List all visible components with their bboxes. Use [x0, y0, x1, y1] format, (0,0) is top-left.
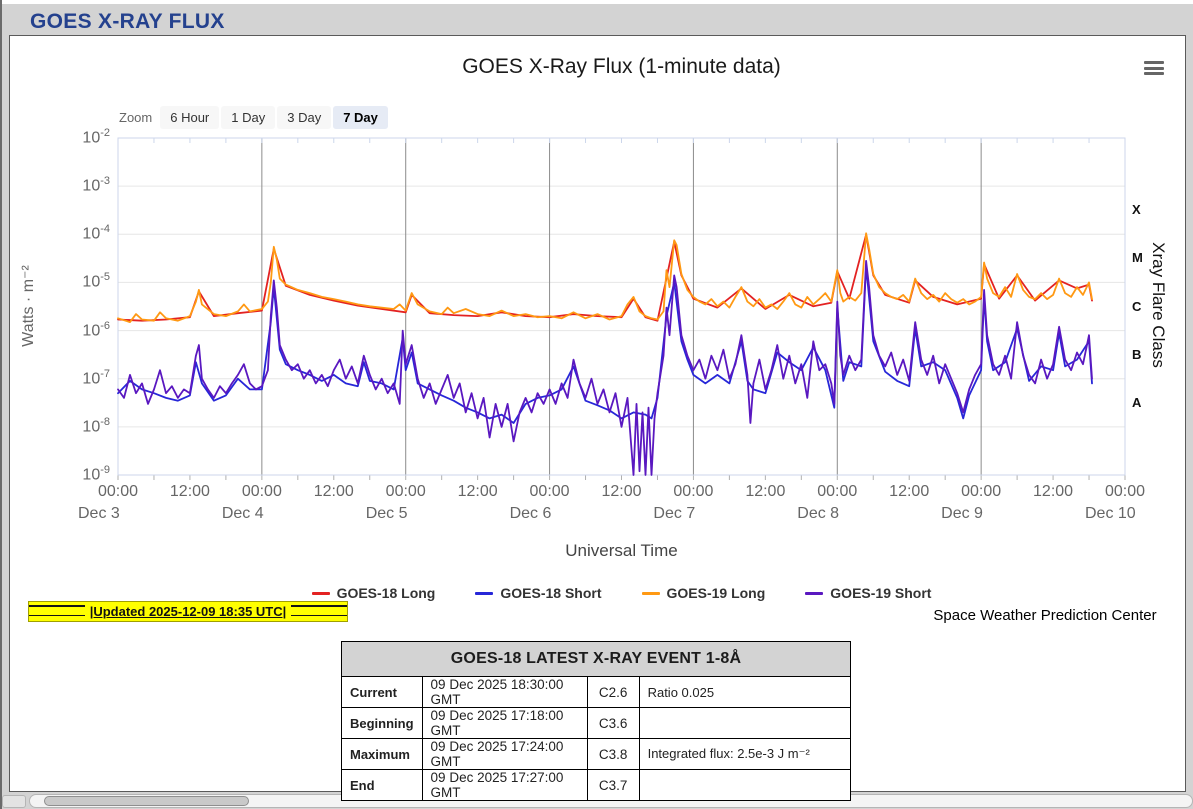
legend-item-goes-18-short[interactable]: GOES-18 Short: [475, 585, 602, 601]
table-row: End 09 Dec 2025 17:27:00 GMT C3.7: [341, 769, 852, 801]
chart-menu-hamburger-icon[interactable]: [1144, 61, 1164, 77]
table-row: Maximum 09 Dec 2025 17:24:00 GMT C3.8 In…: [341, 738, 852, 770]
y-tick-label: 10-5: [82, 271, 110, 291]
x-tick-time-label: 12:00: [169, 483, 210, 500]
latest-xray-event-table: GOES-18 LATEST X-RAY EVENT 1-8Å Current …: [341, 641, 852, 801]
page-title: GOES X-RAY FLUX: [30, 10, 225, 33]
legend-item-goes-18-long[interactable]: GOES-18 Long: [311, 585, 436, 601]
x-tick-date-label: Dec 5: [365, 505, 408, 522]
event-row-time: 09 Dec 2025 18:30:00 GMT: [421, 676, 588, 708]
flare-class-label: A: [1132, 394, 1142, 410]
flare-class-label: B: [1132, 346, 1142, 362]
x-tick-date-label: Dec 8: [797, 505, 840, 522]
series-goes-18-short: [117, 265, 1093, 424]
x-tick-date-label: Dec 6: [509, 505, 552, 522]
x-tick-date-label: Dec 7: [653, 505, 696, 522]
horizontal-scrollbar-thumb[interactable]: [44, 796, 249, 806]
y-tick-label: 10-3: [82, 175, 110, 195]
x-tick-time-label: 00:00: [529, 483, 570, 500]
zoom-button-1-day[interactable]: 1 Day: [221, 106, 276, 129]
x-tick-time-label: 12:00: [313, 483, 354, 500]
x-tick-date-label: Dec 4: [221, 505, 264, 522]
x-tick-date-label: Dec 3: [78, 505, 120, 522]
event-row-note: [638, 707, 852, 739]
x-tick-time-label: 12:00: [1033, 483, 1074, 500]
credit-text: Space Weather Prediction Center: [933, 607, 1157, 624]
event-row-class: C3.7: [586, 769, 640, 801]
zoom-range-selector: Zoom 6 Hour 1 Day 3 Day 7 Day: [119, 105, 390, 130]
legend-dash-icon: [805, 591, 824, 595]
event-row-note: Integrated flux: 2.5e-3 J m⁻²: [638, 738, 852, 770]
series-goes-19-long: [117, 232, 1093, 323]
flare-class-label: X: [1132, 202, 1141, 218]
scrollbar-corner: [2, 795, 26, 808]
flare-class-label: M: [1132, 250, 1143, 266]
legend-label: GOES-18 Long: [336, 585, 436, 601]
x-axis-title: Universal Time: [565, 541, 678, 560]
event-row-label: Beginning: [341, 707, 423, 739]
series-goes-19-short: [117, 260, 1093, 476]
x-tick-date-label: Dec 9: [941, 505, 983, 522]
event-row-note: [638, 769, 852, 801]
x-tick-time-label: 00:00: [97, 483, 139, 500]
x-tick-time-label: 00:00: [1104, 483, 1146, 500]
x-tick-time-label: 12:00: [889, 483, 930, 500]
event-row-class: C3.6: [586, 707, 640, 739]
event-row-class: C2.6: [586, 676, 640, 708]
event-row-note: Ratio 0.025: [638, 676, 852, 708]
zoom-label: Zoom: [119, 110, 153, 125]
x-tick-time-label: 00:00: [385, 483, 426, 500]
x-tick-time-label: 12:00: [745, 483, 786, 500]
window-left-border: [0, 0, 2, 809]
event-row-time: 09 Dec 2025 17:27:00 GMT: [421, 769, 588, 801]
top-strip: [0, 0, 1193, 4]
x-tick-date-label: Dec 10: [1085, 505, 1136, 522]
table-row: Current 09 Dec 2025 18:30:00 GMT C2.6 Ra…: [341, 676, 852, 708]
event-row-time: 09 Dec 2025 17:18:00 GMT: [421, 707, 588, 739]
legend-label: GOES-19 Short: [830, 585, 932, 601]
table-row: Beginning 09 Dec 2025 17:18:00 GMT C3.6: [341, 707, 852, 739]
legend-label: GOES-18 Short: [500, 585, 602, 601]
updated-timestamp-text: |Updated 2025-12-09 18:35 UTC|: [84, 604, 292, 619]
y-tick-label: 10-2: [82, 127, 110, 147]
legend-label: GOES-19 Long: [666, 585, 766, 601]
legend-item-goes-19-long[interactable]: GOES-19 Long: [641, 585, 766, 601]
y-tick-label: 10-6: [82, 319, 110, 339]
event-row-time: 09 Dec 2025 17:24:00 GMT: [421, 738, 588, 770]
flare-class-label: C: [1132, 298, 1142, 314]
zoom-button-3-day[interactable]: 3 Day: [277, 106, 332, 129]
x-tick-time-label: 00:00: [817, 483, 858, 500]
legend-dash-icon: [641, 591, 660, 595]
y-tick-label: 10-7: [82, 367, 110, 388]
x-tick-time-label: 00:00: [673, 483, 714, 500]
x-tick-time-label: 00:00: [241, 483, 282, 500]
x-tick-time-label: 12:00: [601, 483, 642, 500]
updated-timestamp-badge: |Updated 2025-12-09 18:35 UTC|: [28, 601, 348, 622]
legend-dash-icon: [475, 591, 494, 595]
event-row-label: End: [341, 769, 423, 801]
y-tick-label: 10-8: [82, 415, 110, 436]
event-row-label: Current: [341, 676, 423, 708]
event-row-label: Maximum: [341, 738, 423, 770]
event-row-class: C3.8: [586, 738, 640, 770]
x-tick-time-label: 12:00: [457, 483, 498, 500]
x-tick-time-label: 00:00: [961, 483, 1002, 500]
event-table-title: GOES-18 LATEST X-RAY EVENT 1-8Å: [341, 641, 851, 677]
chart-title: GOES X-Ray Flux (1-minute data): [462, 55, 781, 78]
page-header: GOES X-RAY FLUX: [2, 4, 1193, 34]
zoom-button-7-day[interactable]: 7 Day: [333, 106, 388, 129]
y-tick-label: 10-9: [82, 464, 110, 484]
plot-area-border: [117, 137, 1126, 476]
y-tick-label: 10-4: [82, 223, 110, 243]
zoom-button-6-hour[interactable]: 6 Hour: [160, 106, 220, 129]
legend-dash-icon: [311, 591, 330, 595]
series-goes-18-long: [117, 233, 1093, 322]
xray-flux-chart[interactable]: [0, 0, 1193, 580]
chart-legend: GOES-18 Long GOES-18 Short GOES-19 Long GOE…: [118, 585, 1125, 601]
legend-item-goes-19-short[interactable]: GOES-19 Short: [805, 585, 931, 601]
